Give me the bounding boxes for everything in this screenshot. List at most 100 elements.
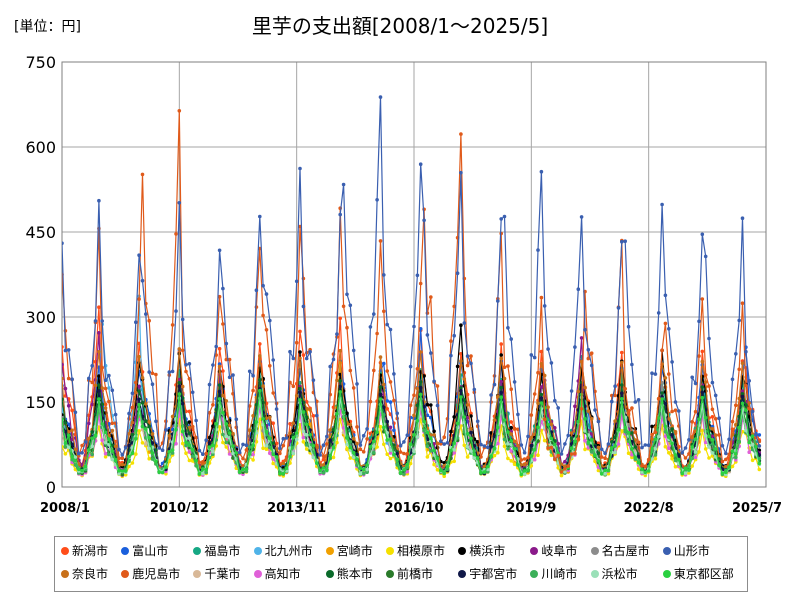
data-point — [673, 458, 678, 463]
data-point — [197, 448, 202, 453]
data-point — [499, 395, 504, 400]
data-point — [268, 415, 272, 420]
data-point — [147, 424, 151, 429]
data-point — [325, 434, 329, 439]
data-point — [479, 470, 483, 475]
data-point — [341, 304, 346, 309]
data-point — [539, 385, 544, 389]
data-point — [636, 398, 641, 402]
series-山形市 — [62, 95, 762, 457]
data-point — [429, 351, 433, 355]
data-point — [439, 468, 443, 473]
data-point — [583, 438, 587, 443]
data-point — [103, 386, 108, 391]
data-point — [251, 373, 255, 378]
data-point — [308, 350, 312, 354]
data-point — [294, 431, 299, 435]
data-point — [388, 380, 393, 384]
data-point — [184, 443, 188, 448]
data-point — [395, 411, 400, 416]
data-point — [418, 385, 423, 390]
data-point — [549, 436, 554, 441]
data-point — [412, 449, 416, 454]
data-point — [107, 399, 111, 404]
data-point — [73, 455, 78, 460]
data-point — [140, 376, 145, 380]
data-point — [107, 452, 111, 457]
data-point — [720, 471, 725, 476]
data-point — [418, 162, 423, 166]
data-point — [388, 437, 393, 441]
y-tick-label: 750 — [25, 53, 56, 72]
data-point — [345, 411, 349, 416]
data-point — [623, 425, 627, 430]
data-point — [304, 447, 309, 451]
legend-marker-icon — [385, 546, 394, 555]
legend-marker-icon — [590, 546, 599, 555]
data-point — [526, 434, 530, 439]
data-point — [351, 450, 356, 455]
data-point — [375, 445, 379, 449]
data-point — [382, 442, 386, 447]
legend-label: 浜松市 — [601, 567, 638, 581]
data-point — [670, 360, 674, 364]
data-point — [402, 468, 406, 472]
data-point — [596, 468, 601, 473]
data-point — [224, 445, 229, 449]
data-point — [529, 435, 534, 440]
data-point — [563, 470, 567, 474]
data-point — [546, 347, 550, 351]
data-point — [224, 422, 229, 426]
data-point — [442, 435, 447, 440]
data-point — [382, 425, 386, 430]
data-point — [606, 471, 611, 476]
data-point — [412, 433, 416, 437]
data-point — [97, 350, 101, 354]
data-point — [747, 379, 751, 383]
data-point — [482, 470, 487, 474]
data-point — [77, 451, 81, 456]
data-point — [724, 464, 728, 469]
data-point — [586, 440, 591, 445]
data-point — [563, 459, 567, 464]
data-point — [465, 354, 470, 358]
data-point — [693, 381, 698, 386]
data-point — [304, 443, 309, 447]
data-point — [667, 417, 671, 421]
data-point — [636, 460, 641, 465]
data-point — [734, 403, 738, 408]
data-point — [388, 400, 393, 404]
data-point — [345, 442, 349, 447]
data-point — [563, 467, 567, 471]
legend-label: 宮崎市 — [336, 544, 373, 558]
data-point — [459, 132, 463, 136]
data-point — [288, 349, 292, 354]
data-point — [496, 450, 500, 455]
data-point — [583, 385, 587, 390]
data-point — [318, 468, 322, 473]
data-point — [221, 393, 225, 398]
data-point — [244, 469, 249, 474]
data-point — [583, 429, 587, 433]
data-point — [620, 429, 624, 433]
data-point — [80, 443, 84, 448]
data-point — [539, 396, 544, 400]
data-point — [757, 444, 762, 448]
chart-title: 里芋の支出額[2008/1～2025/5] — [251, 14, 549, 38]
data-point — [217, 294, 222, 299]
data-point — [418, 350, 423, 354]
data-point — [90, 430, 94, 434]
data-point — [241, 442, 245, 447]
data-point — [734, 352, 738, 356]
data-point — [170, 451, 175, 455]
data-point — [526, 468, 530, 472]
data-point — [204, 470, 208, 475]
data-point — [325, 468, 329, 473]
data-point — [73, 447, 78, 452]
data-point — [187, 443, 192, 448]
x-tick-label: 2019/9 — [506, 501, 556, 516]
data-point — [603, 468, 607, 473]
data-point — [137, 384, 141, 389]
data-point — [713, 393, 718, 398]
data-point — [703, 373, 708, 377]
